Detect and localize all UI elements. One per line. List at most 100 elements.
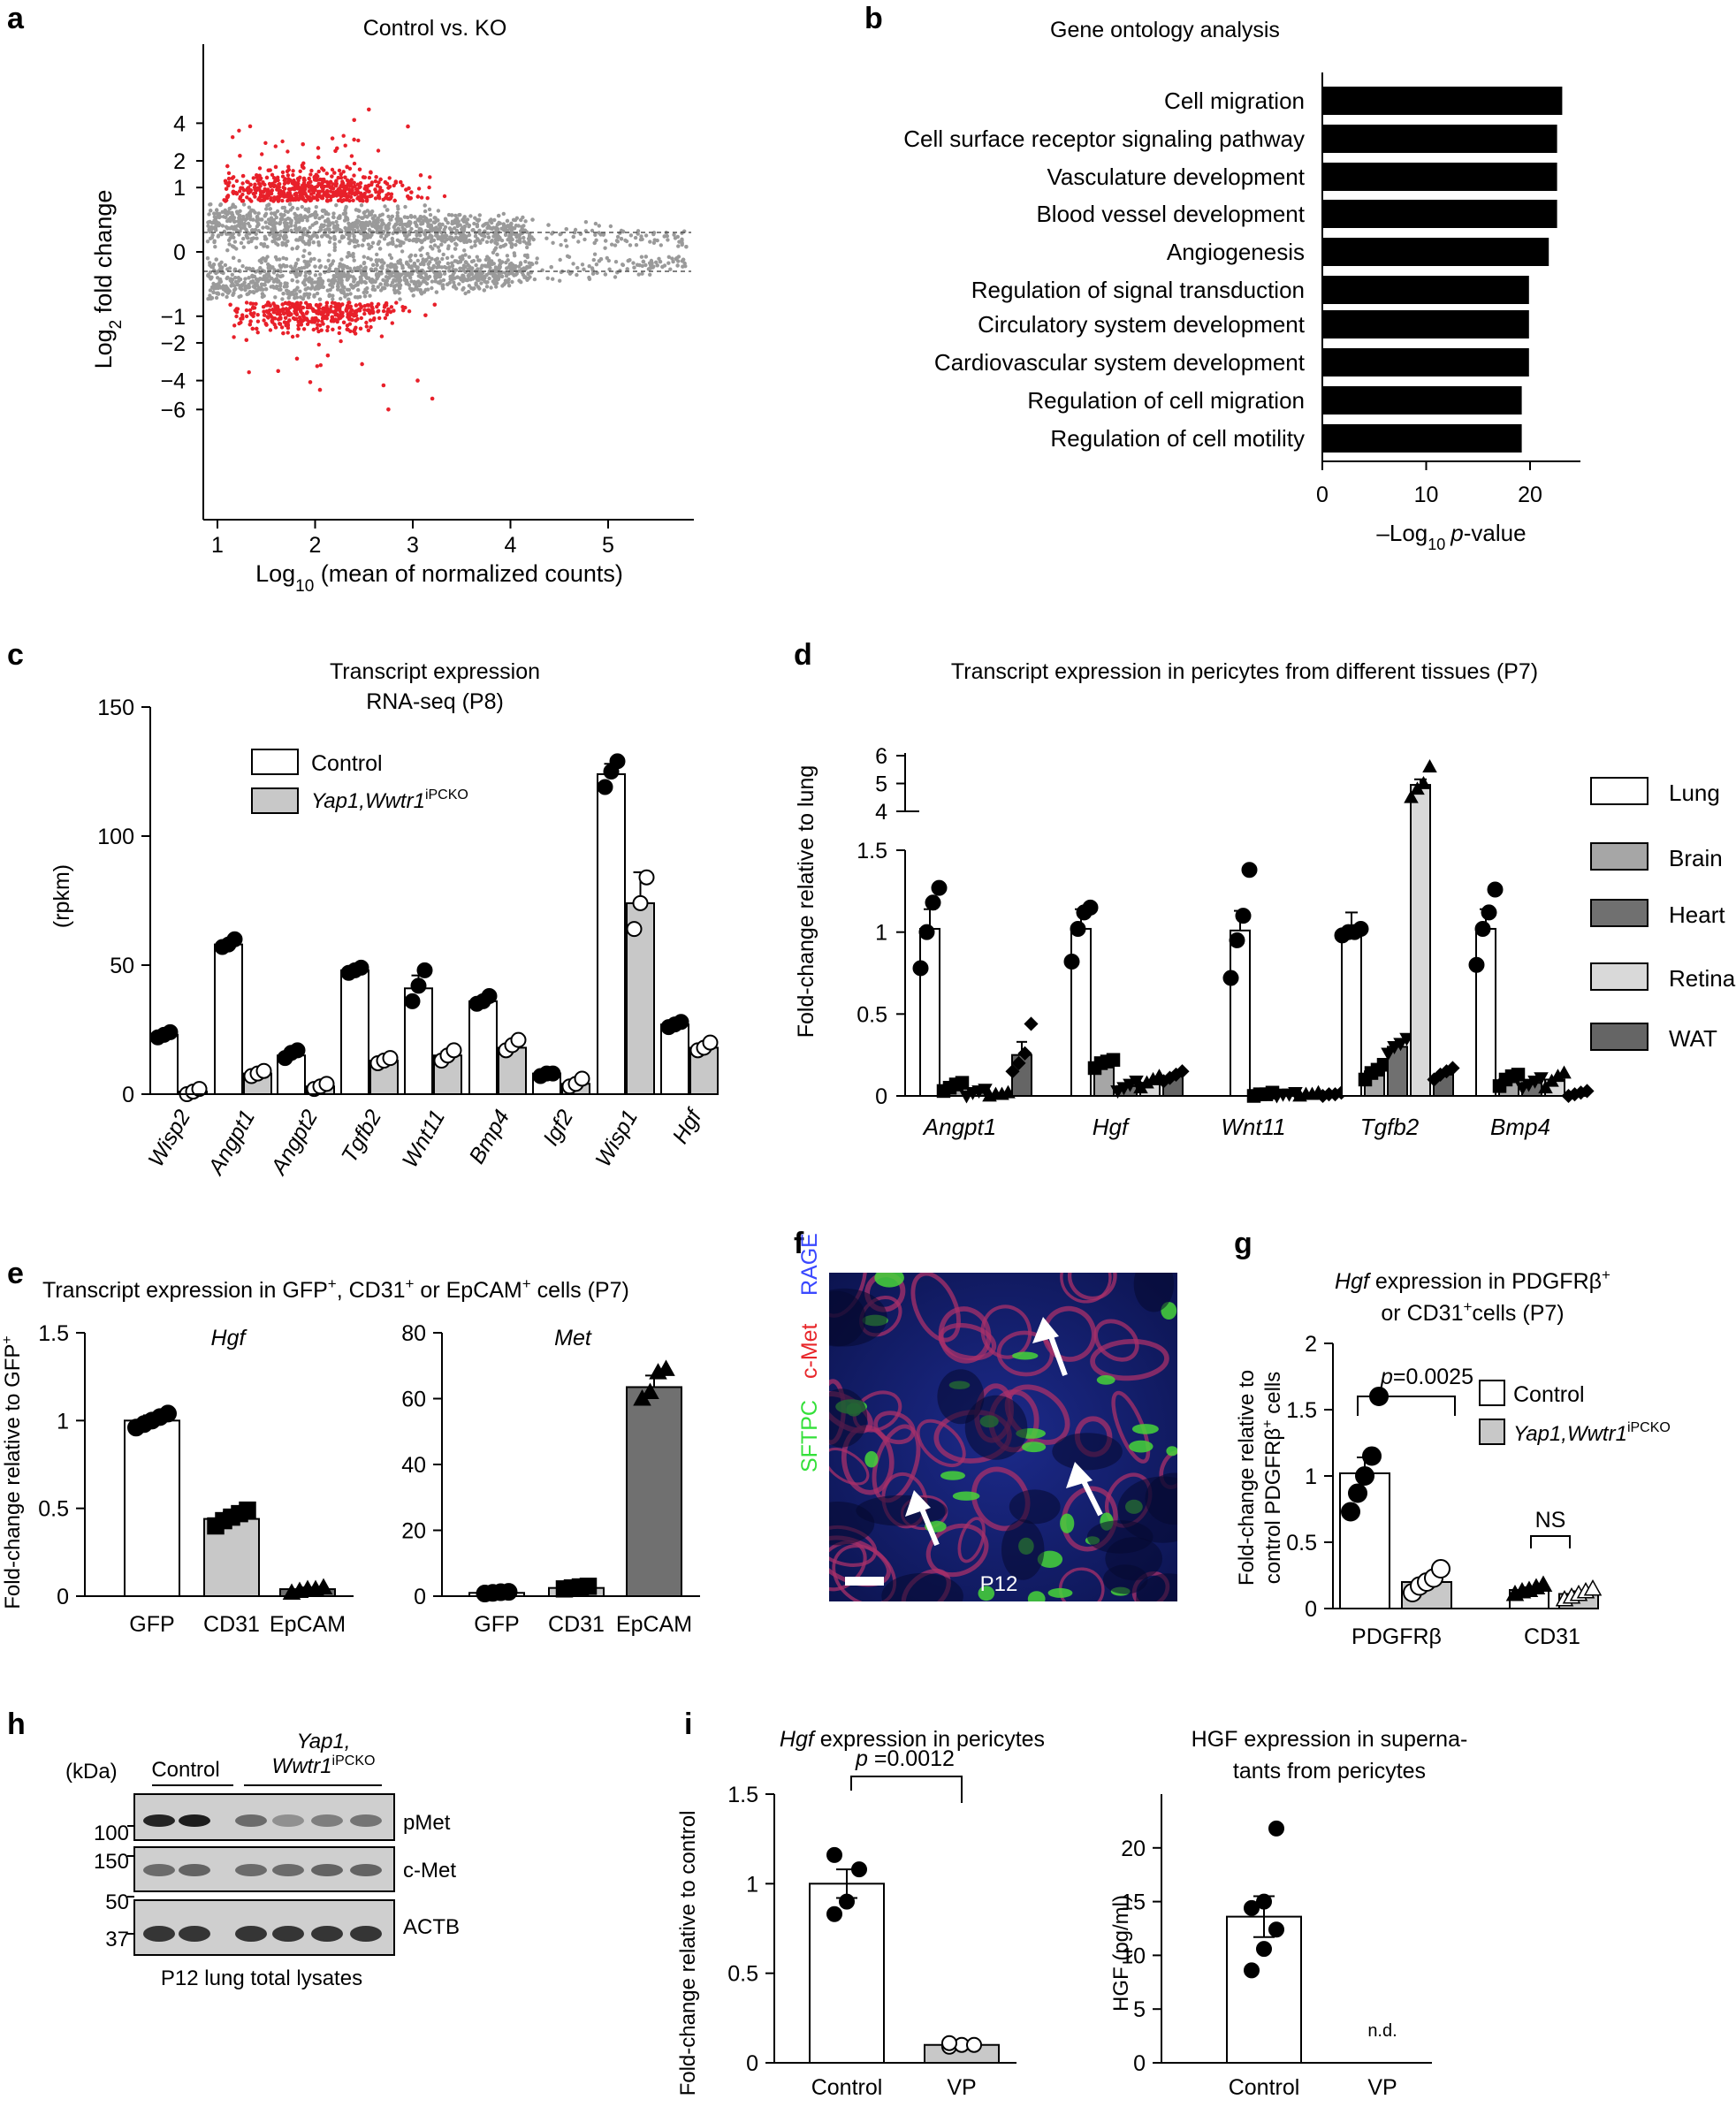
chart-a-point-ns: [362, 290, 366, 295]
chart-a-point-sig: [325, 324, 331, 330]
chart-a-point-ns: [278, 257, 282, 262]
chart-a-point-ns: [350, 269, 354, 274]
chart-a-point-ns: [514, 234, 519, 240]
chart-a-point-sig: [409, 190, 414, 194]
e1-x-tick-label: GFP: [129, 1612, 174, 1637]
chart-a-point-sig: [340, 314, 345, 318]
chart-a-point-ns: [213, 219, 217, 224]
blot-band: [143, 1814, 175, 1827]
chart-a-point-ns: [529, 262, 534, 266]
chart-g-y-label-sup: +: [1260, 1419, 1275, 1427]
chart-a-point-ns: [225, 267, 230, 271]
chart-a-point-sig: [362, 194, 368, 200]
chart-a-point-ns: [270, 276, 274, 281]
chart-a-point-ns: [466, 262, 470, 267]
chart-a-point-ns: [373, 214, 377, 218]
chart-a-point-sig: [348, 184, 353, 188]
chart-a-point-sig: [294, 356, 300, 361]
chart-g-title-sup2: +: [1463, 1298, 1472, 1315]
chart-a-point-sig: [416, 186, 422, 191]
chart-b-bar: [1322, 386, 1522, 415]
chart-c-subtitle: RNA-seq (P8): [366, 689, 504, 714]
chart-a-point-sig: [305, 317, 309, 322]
chart-a-point-ns: [260, 277, 264, 281]
chart-a-point-ns: [308, 257, 314, 262]
chart-g-y-tick-label: 0: [1305, 1597, 1317, 1622]
chart-a-point-sig: [290, 186, 295, 191]
chart-a-point-ns: [374, 268, 378, 272]
chart-a-point-ns: [214, 257, 218, 262]
chart-g-point-ko: [1431, 1559, 1450, 1578]
chart-a-point-sig: [353, 331, 358, 336]
blot-band: [311, 1814, 343, 1827]
chart-a-point-ns: [302, 283, 308, 287]
chart-a-point-ns: [212, 211, 217, 216]
chart-a-point-ns: [497, 213, 501, 218]
chart-a-point-ns: [318, 227, 324, 232]
chart-a-point-ns: [451, 221, 455, 225]
e2-bar-epcam: [626, 1386, 682, 1598]
legend-label-ko: Yap1,Wwtr1iPCKO: [311, 787, 468, 813]
chart-a-point-sig: [352, 180, 356, 185]
micrograph-sftpc-signal: [1060, 1513, 1075, 1533]
blot-band: [179, 1864, 210, 1876]
chart-a-point-ns: [231, 226, 236, 232]
chart-a-point-sig: [270, 172, 275, 177]
chart-a-point-ns: [312, 294, 316, 299]
chart-a-point-ns: [415, 269, 420, 273]
chart-a-x-tick-label: 3: [407, 533, 419, 558]
chart-a-x-tick-label: 2: [309, 533, 322, 558]
chart-a-point-ns: [386, 276, 392, 280]
chart-a-point-ns: [415, 258, 420, 263]
chart-a-point-sig: [316, 181, 321, 186]
chart-a-point-ns: [307, 234, 312, 240]
blot-band: [235, 1926, 267, 1942]
chart-a-point-ns: [469, 269, 475, 274]
chart-a-point-ns: [453, 247, 458, 251]
chart-a-point-ns: [423, 276, 428, 280]
chart-a-point-sig: [248, 182, 253, 187]
chart-a-point-ns: [355, 221, 360, 225]
chart-d-y-tick-label: 1.5: [857, 839, 887, 863]
chart-a-point-ns: [404, 281, 409, 285]
chart-a-point-ns: [234, 228, 239, 232]
chart-c-point-control: [597, 779, 613, 795]
chart-a-point-ns: [607, 267, 612, 271]
e1-y-tick-label: 0: [57, 1585, 69, 1609]
chart-a-point-sig: [251, 192, 256, 196]
micrograph-sftpc-signal: [940, 1471, 965, 1480]
chart-b-title: Gene ontology analysis: [1050, 18, 1280, 42]
chart-a-point-sig: [280, 170, 286, 175]
chart-a-point-sig: [347, 166, 353, 171]
chart-a-point-ns: [613, 243, 618, 247]
chart-a-point-ns: [369, 278, 374, 283]
chart-a-point-ns: [438, 225, 443, 230]
chart-a-point-sig: [369, 324, 373, 330]
chart-a-point-ns: [535, 256, 539, 261]
chart-a-point-sig: [316, 169, 321, 174]
chart-a-point-ns: [636, 262, 640, 267]
significance-bracket-pdgfrb: [1357, 1396, 1456, 1416]
chart-g-y-label-line1: Fold-change relative to: [1235, 1370, 1259, 1586]
chart-c-point-control: [162, 1023, 179, 1040]
chart-a-point-sig: [316, 155, 321, 160]
legend-label-ko-text: Yap1,Wwtr1: [1513, 1422, 1627, 1446]
chart-a-point-ns: [484, 280, 489, 285]
chart-a-point-sig: [275, 178, 279, 182]
chart-c-point-control: [544, 1065, 561, 1082]
chart-a-point-ns: [461, 285, 466, 291]
chart-a-point-sig: [335, 307, 339, 311]
chart-a-point-ns: [458, 266, 462, 270]
chart-a-point-ns: [260, 217, 264, 222]
chart-a-point-sig: [311, 308, 316, 313]
chart-d-point-heart: [1381, 1047, 1396, 1061]
chart-a-point-ns: [469, 245, 474, 249]
chart-a-point-ns: [293, 227, 298, 232]
chart-a-point-ns: [331, 215, 336, 219]
chart-a-point-ns: [242, 222, 247, 226]
chart-a-point-ns: [288, 264, 293, 269]
chart-a-point-ns: [264, 207, 269, 211]
chart-a-y-tick-label: −4: [160, 369, 186, 394]
chart-a-point-ns: [441, 252, 445, 257]
chart-d-point-lung: [1222, 970, 1239, 986]
